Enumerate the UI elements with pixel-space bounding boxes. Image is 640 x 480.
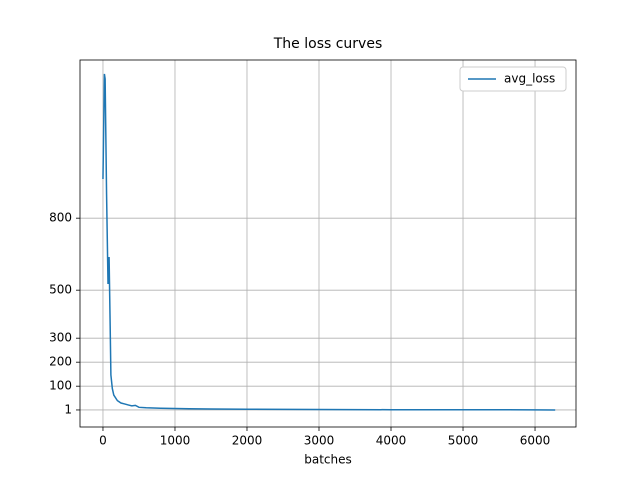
x-tick-label: 3000 [304,434,335,448]
legend-label: avg_loss [504,72,555,86]
legend: avg_loss [459,66,567,92]
x-tick-label: 0 [99,434,107,448]
plot-frame [79,59,577,428]
data-line [102,73,556,411]
y-tick-label: 1 [64,402,72,416]
y-tick-label: 500 [49,283,72,297]
chart-title: The loss curves [273,36,383,52]
y-tick-label: 200 [49,355,72,369]
x-tick-label: 5000 [448,434,479,448]
y-tick-label: 300 [49,331,72,345]
x-tick-label: 1000 [160,434,191,448]
x-tick-label: 4000 [376,434,407,448]
legend-box [459,66,567,92]
y-tick-label: 800 [49,211,72,225]
x-tick-label: 6000 [520,434,551,448]
y-tick-label: 100 [49,379,72,393]
x-axis-label: batches [304,453,352,467]
x-tick-label: 2000 [232,434,263,448]
